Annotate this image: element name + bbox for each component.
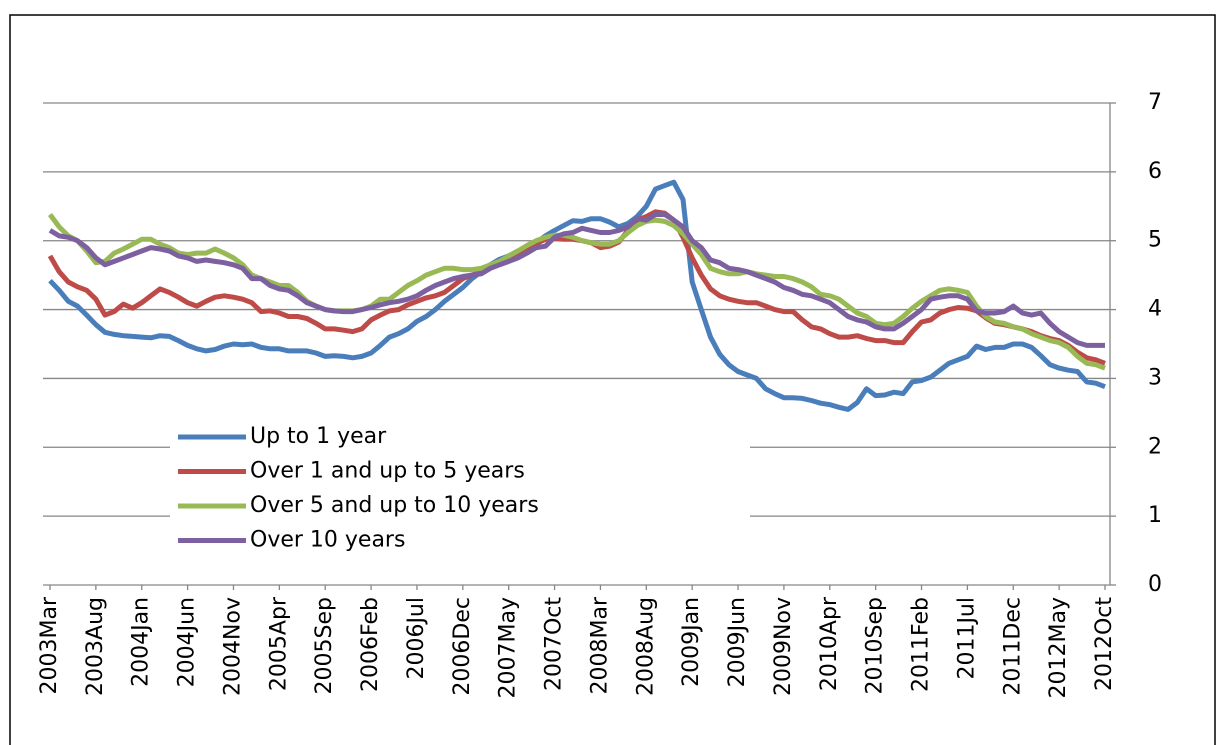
legend-label: Over 5 and up to 10 years [250, 493, 539, 518]
x-tick-label: 2009Jun [725, 597, 750, 687]
legend-label: Up to 1 year [250, 424, 387, 449]
y-tick-label: 7 [1148, 90, 1162, 115]
x-tick-label: 2008Aug [633, 597, 658, 696]
y-tick-label: 4 [1148, 297, 1162, 322]
x-tick-label: 2011Jul [954, 597, 979, 680]
y-tick-label: 5 [1148, 228, 1162, 253]
x-tick-label: 2005Apr [266, 596, 291, 691]
x-tick-label: 2012Oct [1092, 597, 1117, 691]
x-tick-label: 2004Nov [220, 597, 245, 696]
x-tick-label: 2010Sep [863, 597, 888, 694]
legend-box [170, 420, 750, 576]
series-line [47, 213, 1106, 371]
x-tick-label: 2007May [496, 597, 521, 698]
x-tick-label: 2006Jul [404, 597, 429, 680]
legend-label: Over 10 years [250, 528, 405, 553]
x-tick-label: 2006Feb [358, 597, 383, 692]
x-tick-label: 2012May [1046, 597, 1071, 698]
x-tick-label: 2009Nov [771, 597, 796, 696]
x-tick-label: 2011Dec [1000, 597, 1025, 696]
x-tick-label: 2006Dec [450, 597, 475, 696]
x-tick-label: 2009Jan [679, 597, 704, 687]
x-tick-label: 2003Mar [37, 596, 62, 694]
x-tick-label: 2011Feb [909, 597, 934, 692]
y-tick-label: 2 [1148, 434, 1162, 459]
series-line [48, 212, 1105, 348]
y-tick-label: 1 [1148, 503, 1162, 528]
x-tick-label: 2004Jun [175, 597, 200, 687]
y-tick-label: 0 [1148, 572, 1162, 597]
chart-border [9, 14, 1216, 745]
y-tick-label: 3 [1148, 365, 1162, 390]
x-tick-label: 2010Apr [817, 596, 842, 691]
legend-label: Over 1 and up to 5 years [250, 459, 525, 484]
x-tick-label: 2003Aug [83, 597, 108, 696]
x-tick-label: 2008Mar [587, 596, 612, 694]
x-tick-label: 2005Sep [312, 597, 337, 694]
x-tick-label: 2004Jan [129, 597, 154, 687]
y-tick-label: 6 [1148, 159, 1162, 184]
x-tick-label: 2007Oct [542, 597, 567, 691]
series-line [48, 179, 1106, 412]
